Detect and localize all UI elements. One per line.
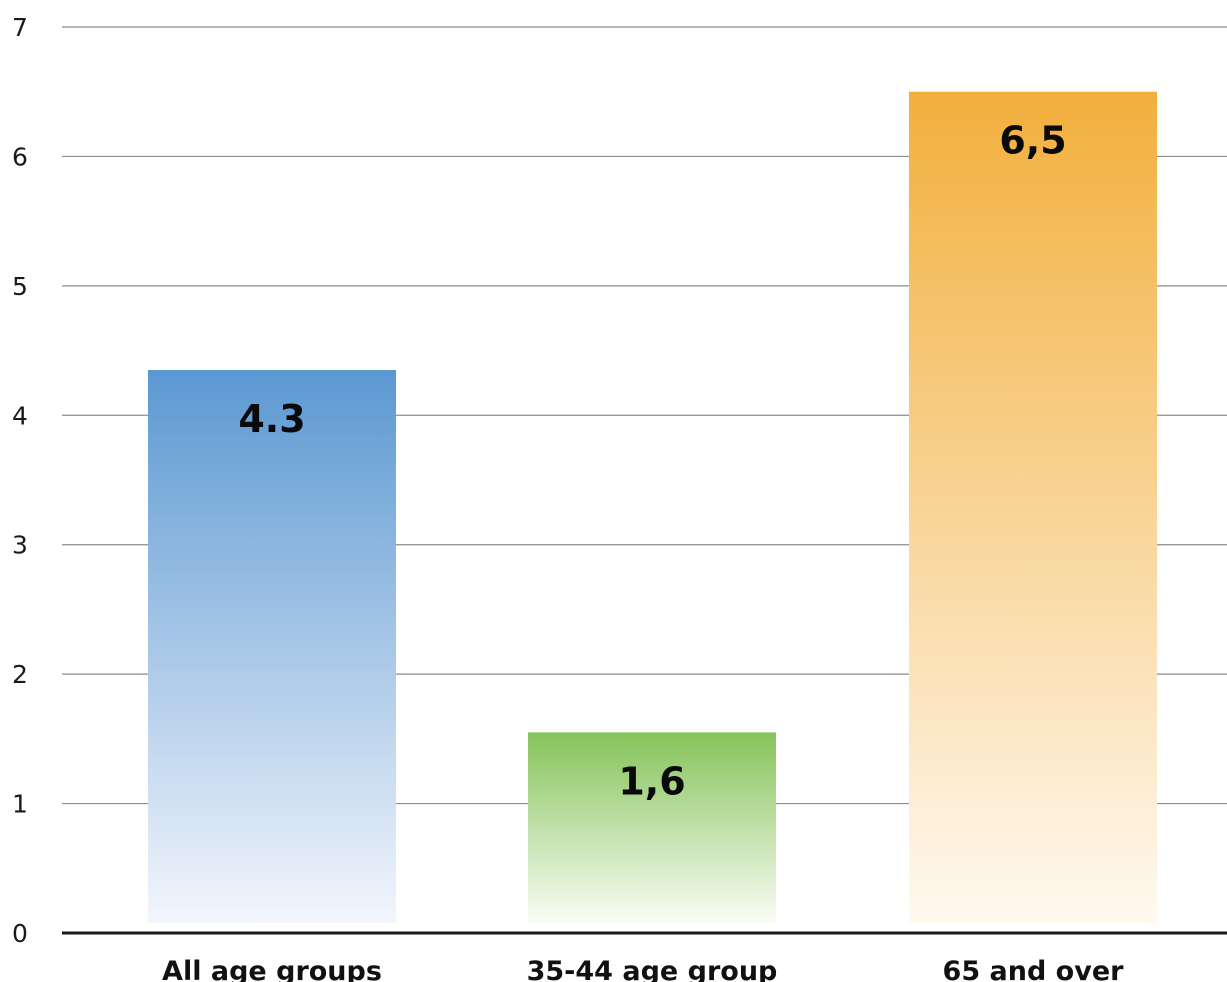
bar-0 [148,369,396,923]
y-tick-label: 6 [12,142,28,171]
y-tick-label: 3 [12,531,28,560]
data-label-1: 1,6 [618,759,685,803]
y-tick-label: 0 [12,919,28,948]
category-label-0: All age groups [162,956,382,982]
y-tick-label: 7 [12,13,28,42]
y-tick-label: 5 [12,272,28,301]
data-label-2: 6,5 [999,119,1066,163]
y-tick-labels: 0 1 2 3 4 5 6 7 [12,13,28,948]
bar-1 [528,732,776,923]
bars [148,91,1157,923]
bar-2 [909,91,1157,923]
data-label-0: 4.3 [238,397,305,441]
y-tick-label: 4 [12,401,28,430]
category-labels: All age groups 35-44 age group 65 and over [162,956,1124,982]
category-label-2: 65 and over [943,956,1125,982]
data-labels: 4.3 1,6 6,5 [238,119,1066,804]
y-tick-label: 2 [12,660,28,689]
y-tick-label: 1 [12,790,28,819]
category-label-1: 35-44 age group [527,956,778,982]
